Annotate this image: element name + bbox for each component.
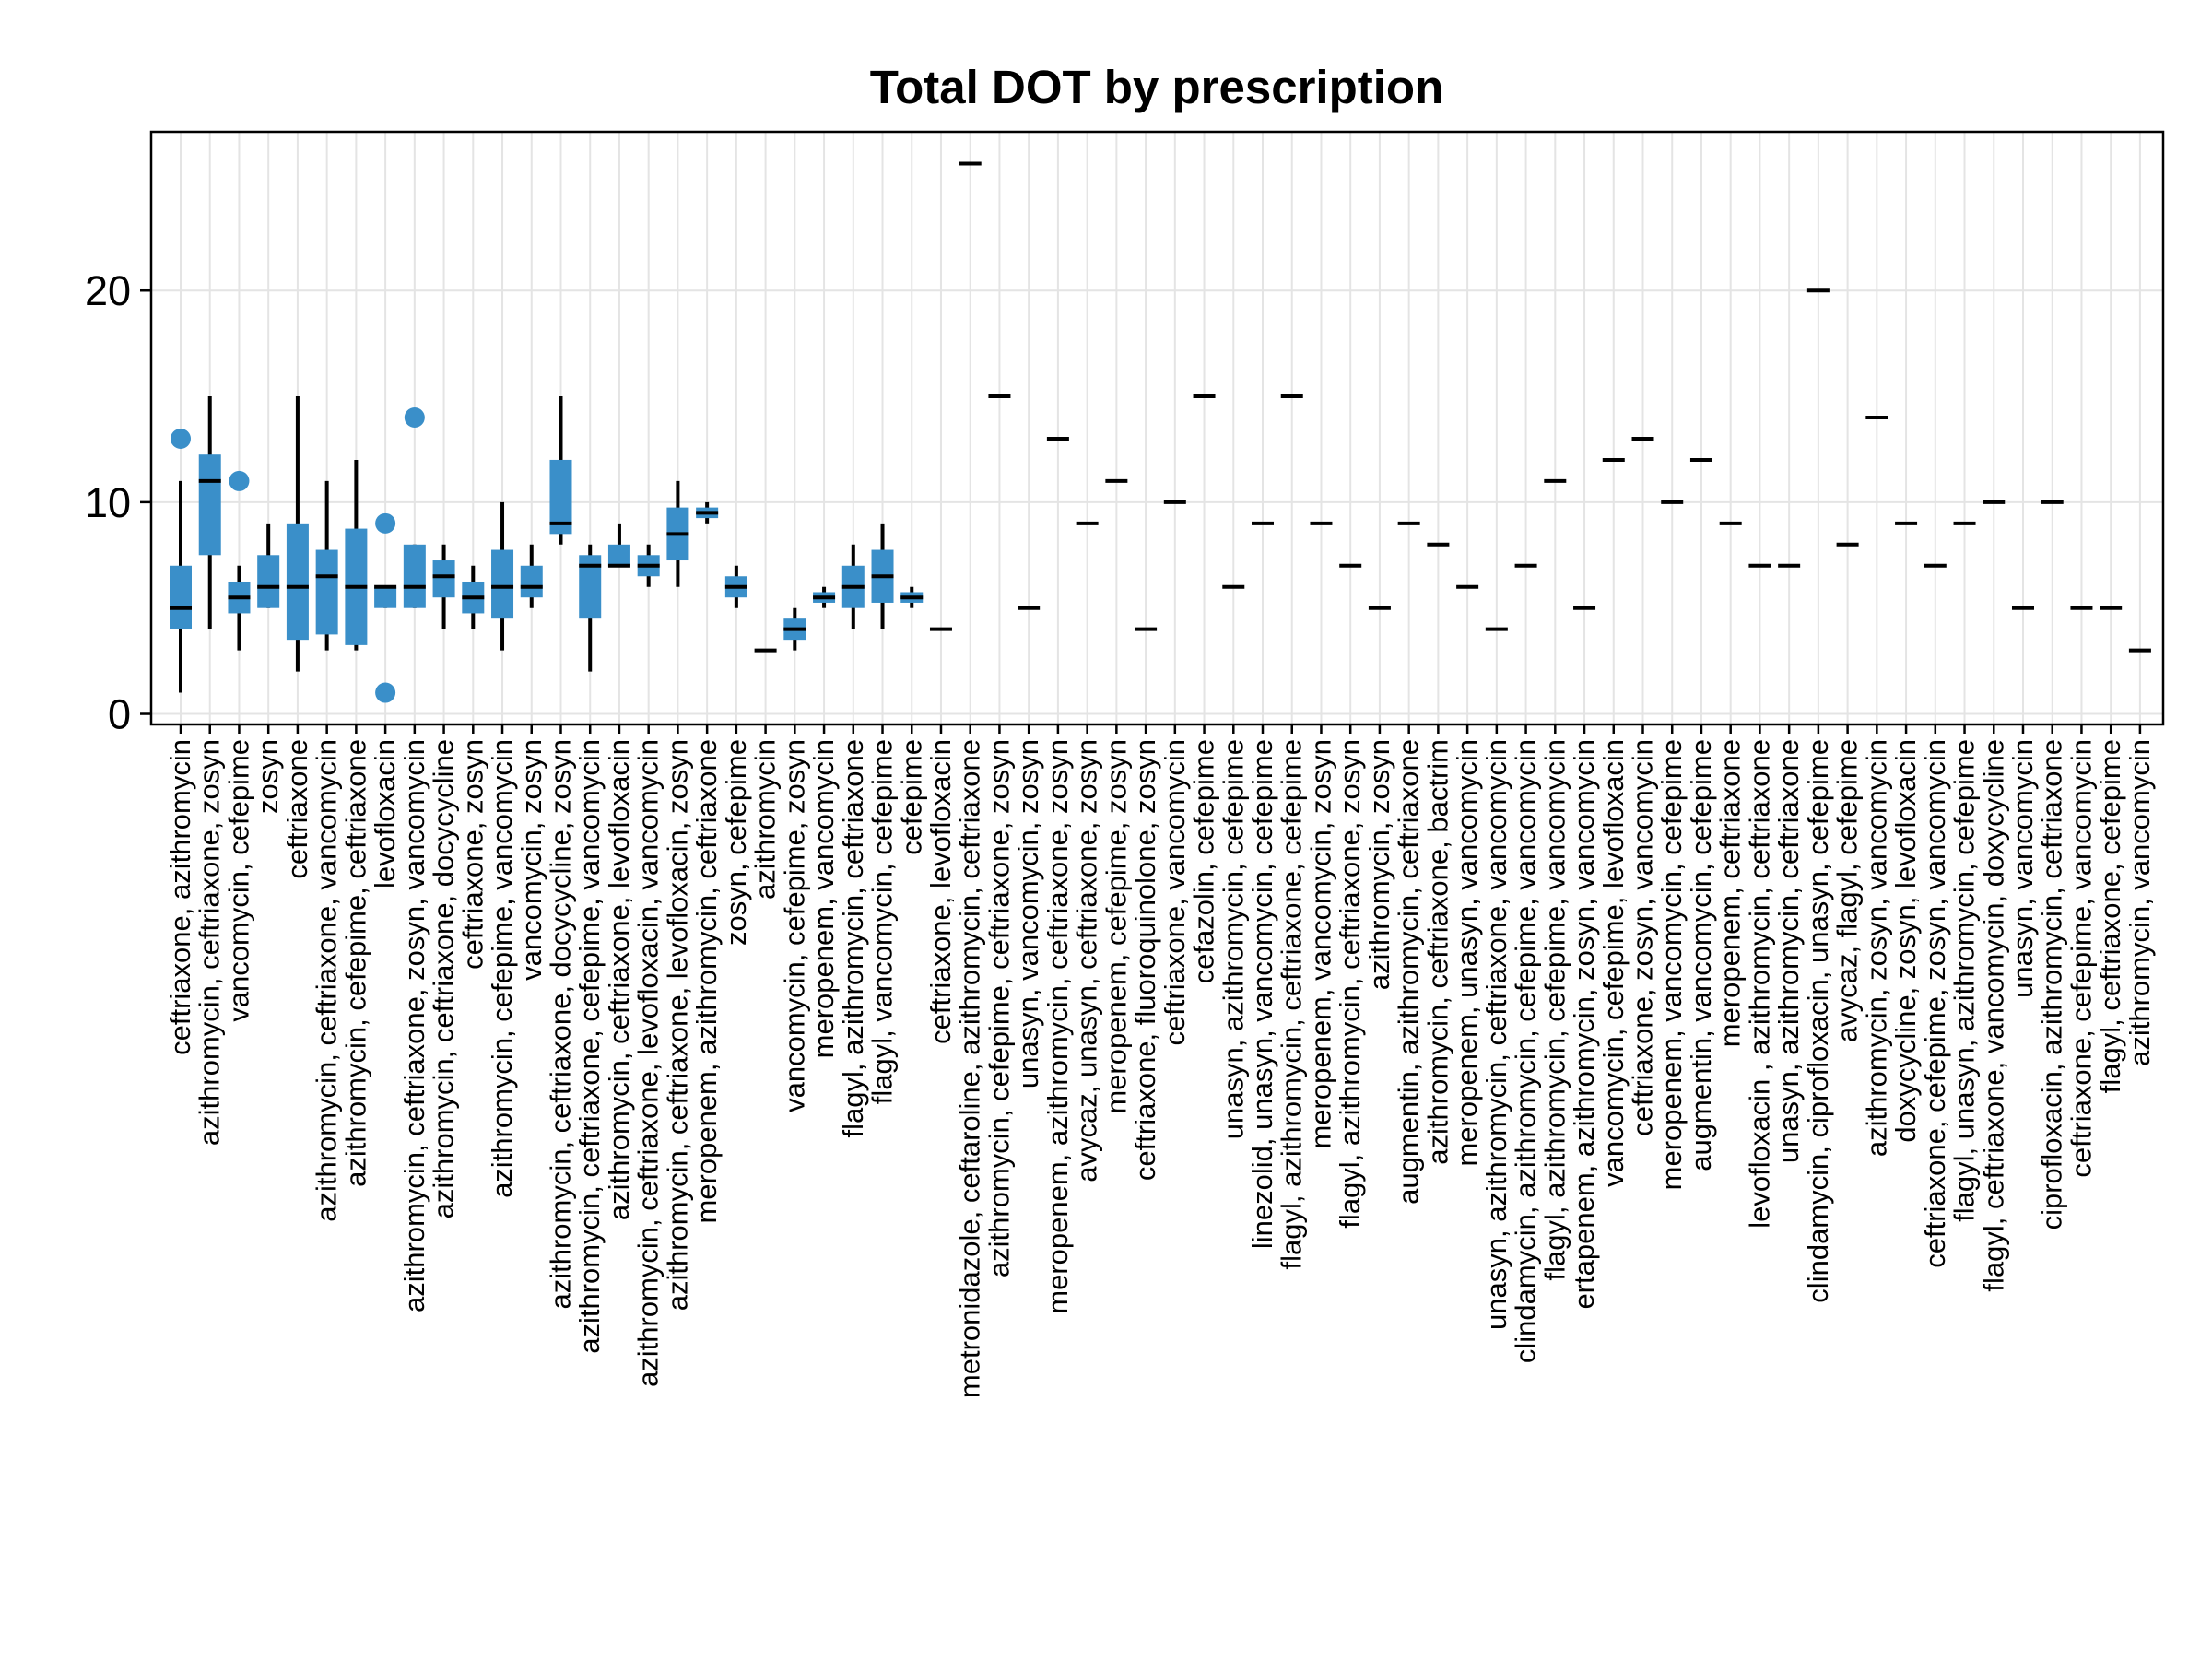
x-tick-label: flagyl, azithromycin, ceftriaxone: [837, 739, 869, 1137]
x-tick-label: clindamycin, ciprofloxacin, unasyn, cefe…: [1802, 739, 1834, 1303]
x-tick-label: meropenem, vancomycin: [807, 739, 840, 1058]
x-tick-label: ertapenem, azithromycin, zosyn, vancomyc…: [1568, 739, 1600, 1310]
x-tick-label: flagyl, ceftriaxone, vancomycin, doxycyc…: [1977, 739, 2009, 1292]
x-tick-label: meropenem, cefepime, zosyn: [1100, 739, 1132, 1114]
box-iqr: [520, 565, 543, 598]
x-tick-label: azithromycin: [749, 739, 782, 900]
box-iqr: [170, 565, 192, 629]
x-tick-label: clindamycin, azithromycin, cefepime, van…: [1510, 739, 1542, 1363]
box-iqr: [198, 454, 221, 556]
outlier-point: [375, 512, 396, 534]
x-tick-label: azithromycin, ceftriaxone, levofloxacin,…: [632, 739, 665, 1387]
x-tick-label: unasyn, vancomycin, zosyn: [1012, 739, 1044, 1088]
plot-frame: [149, 130, 2165, 726]
x-tick-label: levofloxacin: [369, 739, 401, 888]
x-tick-label: cefepime: [895, 739, 927, 855]
x-tick-label: linezolid, unasyn, vancomycin, cefepime: [1246, 739, 1278, 1249]
x-tick-label: augmentin, vancomycin, cefepime: [1685, 739, 1717, 1171]
x-tick-label: augmentin, azithromycin, ceftriaxone: [1393, 739, 1425, 1205]
y-tick-label: 20: [85, 267, 131, 314]
x-tick-label: vancomycin, cefepime, levofloxacin: [1597, 739, 1630, 1187]
x-tick-label: ceftriaxone, zosyn: [456, 739, 488, 970]
x-tick-label: vancomycin, cefepime, zosyn: [778, 739, 810, 1112]
outlier-point: [229, 470, 250, 491]
x-tick-label: ceftriaxone, fluoroquinolone, zosyn: [1129, 739, 1161, 1181]
x-tick-label: ceftriaxone, cefepime, zosyn, vancomycin: [1919, 739, 1951, 1268]
x-tick-label: meropenem, vancomycin, cefepime: [1655, 739, 1688, 1190]
x-tick-label: ceftriaxone, vancomycin: [1159, 739, 1191, 1046]
x-tick-label: avycaz, unasyn, ceftriaxone, zosyn: [1071, 739, 1103, 1182]
x-tick-label: unasyn, azithromycin, ceftriaxone, vanco…: [1480, 739, 1512, 1330]
x-tick-label: flagyl, unasyn, azithromycin, cefepime: [1948, 739, 1981, 1222]
x-tick-label: unasyn, azithromycin, cefepime: [1217, 739, 1249, 1139]
box-iqr: [403, 544, 426, 608]
outlier-point: [404, 407, 425, 429]
x-tick-label: vancomycin, zosyn: [515, 739, 547, 981]
x-tick-label: azithromycin, zosyn: [1363, 739, 1395, 990]
x-tick-label: ciprofloxacin, azithromycin, ceftriaxone: [2036, 739, 2068, 1230]
x-tick-label: zosyn, cefepime: [720, 739, 752, 946]
box-iqr: [607, 544, 630, 566]
x-tick-label: unasyn, azithromycin, ceftriaxone: [1772, 739, 1805, 1163]
x-tick-label: metronidazole, ceftaroline, azithromycin…: [954, 739, 986, 1398]
x-tick-label: meropenem, vancomycin, zosyn: [1304, 739, 1336, 1149]
box-iqr: [286, 523, 309, 641]
x-tick-label: ceftriaxone, cefepime, vancomycin: [2065, 739, 2097, 1178]
x-tick-label: azithromycin, cefepime, ceftriaxone, zos…: [982, 739, 1015, 1277]
x-tick-label: doxycycline, zosyn, levofloxacin: [1889, 739, 1922, 1143]
x-tick-label: azithromycin, ceftriaxone, vancomycin: [311, 739, 343, 1222]
y-tick-label: 0: [108, 691, 131, 738]
x-tick-label: unasyn, vancomycin: [2006, 739, 2039, 998]
box-iqr: [315, 549, 338, 635]
x-tick-label: ceftriaxone: [281, 739, 313, 879]
x-tick-label: azithromycin, ceftriaxone, levofloxacin: [603, 739, 635, 1220]
x-tick-label: azithromycin, ceftriaxone, docycycline, …: [544, 739, 576, 1310]
x-tick-label: azithromycin, ceftriaxone, levofloxacin,…: [661, 739, 693, 1311]
x-tick-label: azithromycin, ceftriaxone, zosyn: [194, 739, 226, 1146]
x-tick-label: ceftriaxone, levofloxacin: [924, 739, 957, 1044]
x-tick-label: azithromycin, ceftriaxone, bactrim: [1421, 739, 1453, 1165]
x-tick-label: azithromycin, vancomycin: [2124, 739, 2156, 1066]
x-tick-label: cefazolin, cefepime: [1188, 739, 1220, 983]
x-tick-label: azithromycin, ceftriaxone, docycycline: [428, 739, 460, 1218]
x-tick-label: azithromycin, zosyn, vancomycin: [1860, 739, 1892, 1157]
box-iqr: [257, 555, 280, 608]
box-iqr: [374, 586, 397, 608]
x-tick-label: meropenem, unasyn, vancomycin: [1451, 739, 1483, 1167]
x-tick-label: meropenem, azithromycin, ceftriaxone: [690, 739, 723, 1224]
box-series: [170, 161, 2151, 703]
x-tick-label: flagyl, ceftriaxone, cefepime: [2094, 739, 2126, 1093]
x-tick-label: flagyl, azithromycin, cefepime, vancomyc…: [1538, 739, 1571, 1281]
outlier-point: [375, 682, 396, 703]
box-iqr: [432, 560, 455, 598]
outlier-point: [171, 428, 191, 449]
y-tick-label: 10: [85, 479, 131, 526]
x-tick-label: azithromycin, cefepime, ceftriaxone: [339, 739, 371, 1187]
x-tick-label: vancomycin, cefepime: [222, 739, 254, 1022]
x-tick-label: levofloxacin , azithromycin, ceftriaxone: [1743, 739, 1775, 1229]
x-tick-label: azithromycin, cefepime, vancomycin: [486, 739, 518, 1198]
x-tick-label: azithromycin, ceftriaxone, cefepime, van…: [573, 739, 606, 1354]
x-tick-label: zosyn: [252, 739, 284, 814]
chart-title: Total DOT by prescription: [870, 61, 1443, 113]
x-tick-label: flagyl, azithromycin, ceftriaxone, zosyn: [1334, 739, 1366, 1229]
x-tick-label: ceftriaxone, zosyn, vancomycin: [1627, 739, 1659, 1136]
x-tick-label: azithromycin, ceftriaxone, zosyn, vancom…: [398, 739, 430, 1312]
x-tick-label: ceftriaxone, azithromycin: [164, 739, 196, 1055]
x-tick-label: flagyl, azithromycin, ceftriaxone, cefep…: [1276, 739, 1308, 1269]
x-tick-label: meropenem, azithromycin, ceftriaxone, zo…: [1041, 739, 1074, 1314]
x-tick-label: avycaz, flagyl, cefepime: [1831, 739, 1864, 1042]
x-tick-label: flagyl, vancomycin, cefepime: [866, 739, 899, 1104]
box-iqr: [491, 549, 514, 619]
x-tick-label: meropenem, ceftriaxone: [1714, 739, 1747, 1047]
y-axis: 0 10 20: [85, 267, 151, 738]
